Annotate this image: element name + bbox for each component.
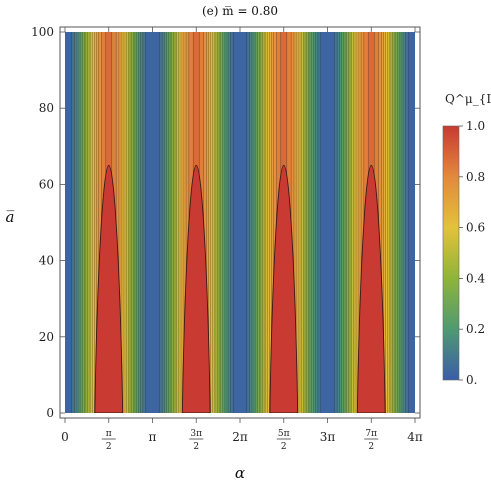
heatmap-cell bbox=[414, 32, 415, 413]
colorbar-tick-label: 0.4 bbox=[466, 271, 485, 285]
y-tick-label: 20 bbox=[39, 330, 54, 344]
x-tick-label-denominator: 2 bbox=[281, 442, 287, 452]
colorbar-tick-label: 0. bbox=[466, 373, 477, 387]
colorbar-tick-label: 0.2 bbox=[466, 322, 485, 336]
colorbar-tick-label: 1.0 bbox=[466, 119, 485, 133]
y-tick-label: 100 bbox=[31, 25, 54, 39]
colorbar bbox=[442, 125, 460, 381]
y-tick-label: 0 bbox=[46, 406, 54, 420]
peak-region bbox=[181, 164, 211, 413]
x-tick-label-numerator: 5π bbox=[278, 429, 290, 439]
x-tick-label-denominator: 2 bbox=[193, 442, 199, 452]
x-tick-label: 4π bbox=[407, 430, 423, 444]
colorbar-label: Q^μ_{I,m̅} bbox=[445, 92, 491, 106]
x-tick-label-numerator: 3π bbox=[190, 429, 202, 439]
peak-region bbox=[356, 164, 386, 413]
x-tick-label: 0 bbox=[61, 430, 69, 444]
x-axis-label: α bbox=[235, 464, 245, 482]
x-tick-label: 2π bbox=[232, 430, 248, 444]
x-tick-label-numerator: 7π bbox=[365, 429, 377, 439]
colorbar-tick-label: 0.8 bbox=[466, 170, 485, 184]
x-tick-label-denominator: 2 bbox=[368, 442, 374, 452]
chart-title: (e) m̅ = 0.80 bbox=[202, 4, 278, 18]
peak-region bbox=[94, 164, 124, 413]
y-tick-label: 60 bbox=[39, 177, 54, 191]
plot-area bbox=[65, 32, 415, 413]
y-tick-label: 80 bbox=[39, 101, 54, 115]
y-axis-ticks: 0 20 40 60 80 100 bbox=[31, 25, 420, 420]
y-axis-label: a̅ bbox=[6, 208, 15, 226]
x-tick-label-denominator: 2 bbox=[106, 442, 112, 452]
colorbar-tick-label: 0.6 bbox=[466, 221, 485, 235]
x-tick-label-numerator: π bbox=[106, 429, 112, 439]
colorbar-ticks: 0. 0.2 0.4 0.6 0.8 1.0 bbox=[459, 119, 485, 387]
x-tick-label: 3π bbox=[320, 430, 336, 444]
y-tick-label: 40 bbox=[39, 254, 54, 268]
peak-region bbox=[269, 164, 299, 413]
x-tick-label: π bbox=[149, 430, 157, 444]
